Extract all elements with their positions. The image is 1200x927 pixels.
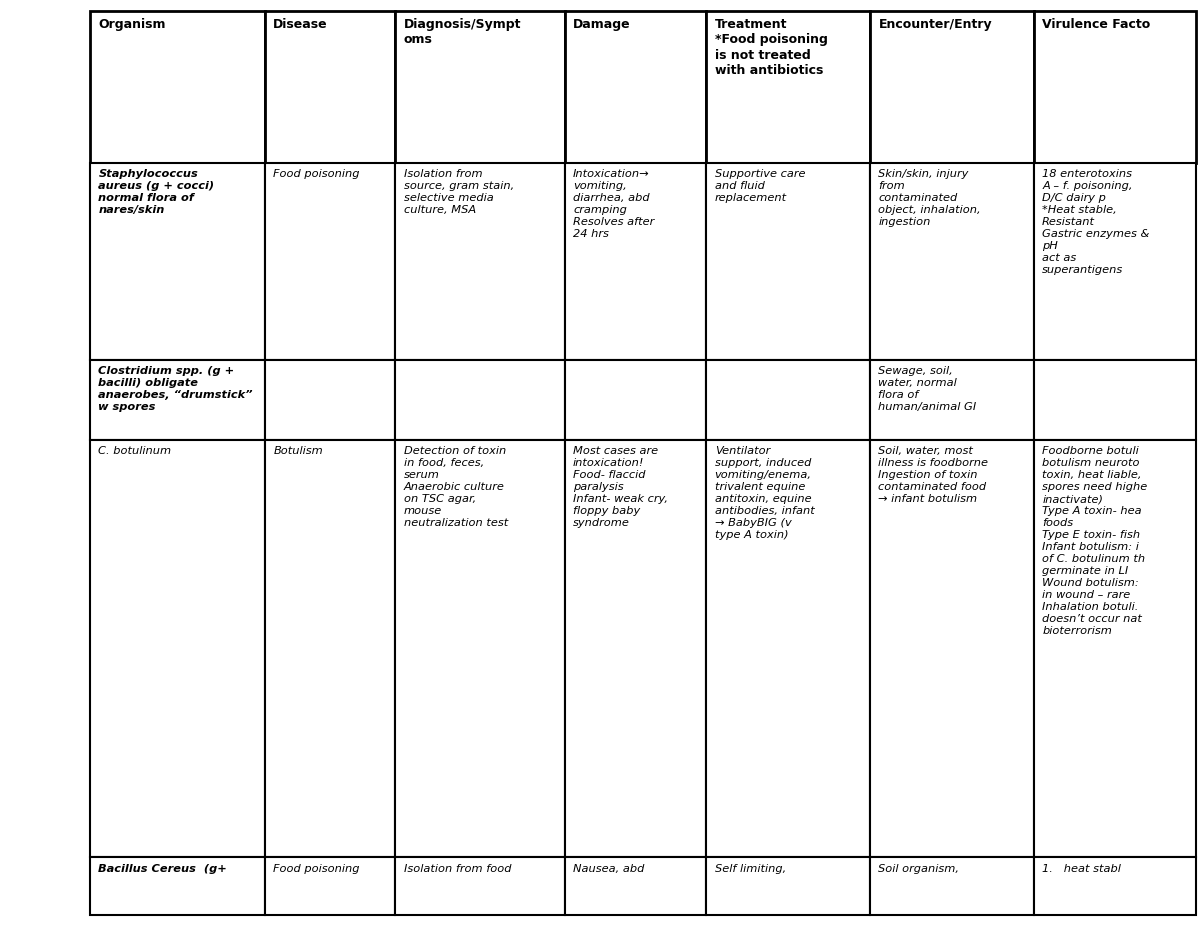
Bar	[395, 439, 565, 857]
Text: Intoxication→
vomiting,
diarrhea, abd
cramping
Resolves after
24 hrs: Intoxication→ vomiting, diarrhea, abd cr…	[574, 170, 654, 239]
Bar	[265, 163, 395, 360]
Bar	[90, 360, 265, 439]
Bar	[395, 163, 565, 360]
Text: Damage: Damage	[574, 18, 631, 31]
Bar	[870, 857, 1033, 915]
Text: Food poisoning: Food poisoning	[274, 170, 360, 180]
Bar	[395, 360, 565, 439]
Bar	[565, 360, 707, 439]
Text: Disease: Disease	[274, 18, 328, 31]
Text: Diagnosis/Sympt
oms: Diagnosis/Sympt oms	[403, 18, 521, 46]
Text: Sewage, soil,
water, normal
flora of
human/animal GI: Sewage, soil, water, normal flora of hum…	[878, 366, 977, 413]
Bar	[90, 857, 265, 915]
Bar	[707, 163, 870, 360]
Bar	[707, 11, 870, 163]
Text: Nausea, abd: Nausea, abd	[574, 864, 644, 873]
Bar	[265, 11, 395, 163]
Text: Treatment
*Food poisoning
is not treated
with antibiotics: Treatment *Food poisoning is not treated…	[715, 18, 828, 77]
Text: Detection of toxin
in food, feces,
serum
Anaerobic culture
on TSC agar,
mouse
ne: Detection of toxin in food, feces, serum…	[403, 446, 508, 528]
Bar	[90, 11, 265, 163]
Bar	[870, 360, 1033, 439]
Bar	[1033, 857, 1196, 915]
Text: Self limiting,: Self limiting,	[715, 864, 786, 873]
Text: Foodborne botuli
botulism neuroto
toxin, heat liable,
spores need highe
inactiva: Foodborne botuli botulism neuroto toxin,…	[1042, 446, 1147, 636]
Text: Organism: Organism	[98, 18, 166, 31]
Bar	[265, 439, 395, 857]
Bar	[565, 163, 707, 360]
Bar	[265, 360, 395, 439]
Text: Soil organism,: Soil organism,	[878, 864, 960, 873]
Bar	[265, 857, 395, 915]
Bar	[707, 857, 870, 915]
Text: Skin/skin, injury
from
contaminated
object, inhalation,
ingestion: Skin/skin, injury from contaminated obje…	[878, 170, 982, 227]
Text: Bacillus Cereus  (g+: Bacillus Cereus (g+	[98, 864, 227, 873]
Text: Food poisoning: Food poisoning	[274, 864, 360, 873]
Bar	[1033, 360, 1196, 439]
Text: 18 enterotoxins
A – f. poisoning,
D/C dairy p
*Heat stable,
Resistant
Gastric en: 18 enterotoxins A – f. poisoning, D/C da…	[1042, 170, 1150, 275]
Text: Isolation from food: Isolation from food	[403, 864, 511, 873]
Text: Ventilator
support, induced
vomiting/enema,
trivalent equine
antitoxin, equine
a: Ventilator support, induced vomiting/ene…	[715, 446, 815, 540]
Bar	[707, 439, 870, 857]
Text: Isolation from
source, gram stain,
selective media
culture, MSA: Isolation from source, gram stain, selec…	[403, 170, 514, 215]
Text: 1.   heat stabl: 1. heat stabl	[1042, 864, 1121, 873]
Text: Supportive care
and fluid
replacement: Supportive care and fluid replacement	[715, 170, 805, 203]
Bar	[870, 439, 1033, 857]
Bar	[1033, 163, 1196, 360]
Bar	[90, 439, 265, 857]
Bar	[870, 163, 1033, 360]
Bar	[395, 857, 565, 915]
Bar	[395, 11, 565, 163]
Text: Encounter/Entry: Encounter/Entry	[878, 18, 992, 31]
Bar	[90, 163, 265, 360]
Bar	[707, 360, 870, 439]
Text: Virulence Facto: Virulence Facto	[1042, 18, 1151, 31]
Bar	[870, 11, 1033, 163]
Text: Staphylococcus
aureus (g + cocci)
normal flora of
nares/skin: Staphylococcus aureus (g + cocci) normal…	[98, 170, 215, 215]
Text: Clostridium spp. (g +
bacilli) obligate
anaerobes, “drumstick”
w spores: Clostridium spp. (g + bacilli) obligate …	[98, 366, 253, 413]
Bar	[1033, 439, 1196, 857]
Bar	[565, 857, 707, 915]
Text: Botulism: Botulism	[274, 446, 323, 456]
Text: C. botulinum: C. botulinum	[98, 446, 172, 456]
Text: Soil, water, most
illness is foodborne
Ingestion of toxin
contaminated food
→ in: Soil, water, most illness is foodborne I…	[878, 446, 989, 504]
Bar	[565, 11, 707, 163]
Bar	[1033, 11, 1196, 163]
Bar	[565, 439, 707, 857]
Text: Most cases are
intoxication!
Food- flaccid
paralysis
Infant- weak cry,
floppy ba: Most cases are intoxication! Food- flacc…	[574, 446, 668, 528]
